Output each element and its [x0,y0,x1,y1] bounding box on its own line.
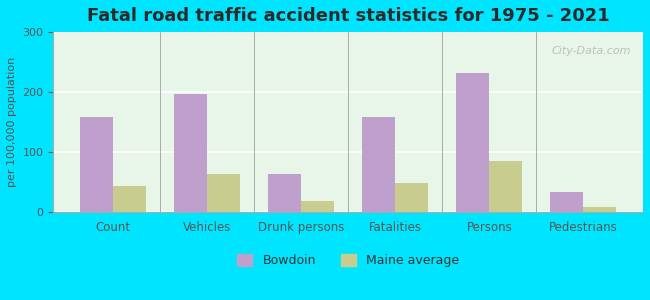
Bar [456,73,489,211]
Bar [174,94,207,212]
Title: Fatal road traffic accident statistics for 1975 - 2021: Fatal road traffic accident statistics f… [87,7,610,25]
Bar [268,174,301,212]
Bar [301,201,334,212]
Legend: Bowdoin, Maine average: Bowdoin, Maine average [231,247,465,274]
Text: City-Data.com: City-Data.com [552,46,631,56]
Y-axis label: per 100,000 population: per 100,000 population [7,57,17,187]
Bar [395,183,428,211]
Bar [80,117,113,212]
Bar [583,207,616,212]
Bar [362,117,395,212]
Bar [207,174,240,212]
Bar [551,192,583,212]
Bar [113,186,146,212]
Bar [489,161,522,212]
